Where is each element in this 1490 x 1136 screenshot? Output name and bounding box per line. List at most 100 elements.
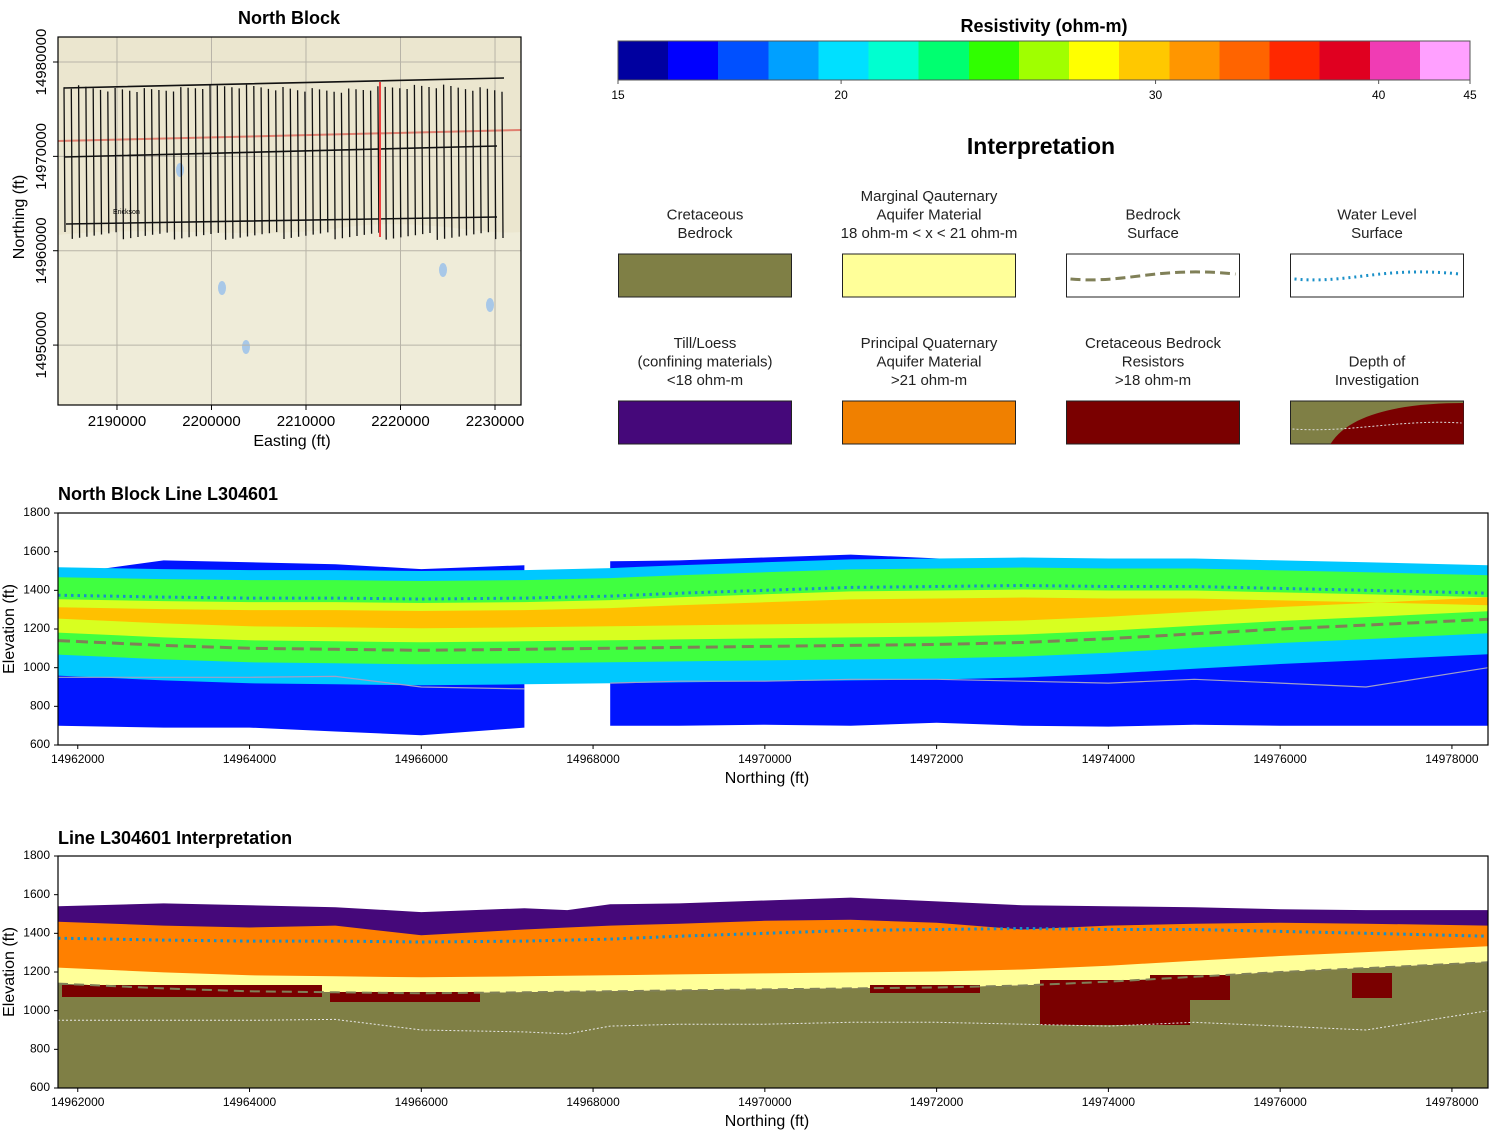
x-tick-label: 14964000 bbox=[223, 752, 277, 766]
colorbar-tick-label: 30 bbox=[1149, 88, 1163, 102]
x-tick-label: 14972000 bbox=[910, 752, 964, 766]
x-tick-label: 14962000 bbox=[51, 752, 105, 766]
colorbar-tick-label: 40 bbox=[1372, 88, 1386, 102]
legend-swatch bbox=[842, 253, 1016, 298]
colorbar-tick-label: 20 bbox=[834, 88, 848, 102]
legend-doi-line bbox=[1292, 421, 1462, 431]
lake bbox=[486, 298, 494, 312]
y-tick-label: 1800 bbox=[23, 505, 50, 519]
legend-swatch bbox=[618, 253, 792, 298]
legend-label: Bedrock bbox=[1125, 206, 1181, 223]
y-tick-label: 1400 bbox=[23, 583, 50, 597]
plot-area: Erickson bbox=[58, 37, 521, 405]
legend-swatch bbox=[618, 400, 792, 445]
bedrock-resistor bbox=[62, 985, 322, 997]
legend-label: (confining materials) bbox=[637, 353, 772, 370]
lake bbox=[218, 281, 226, 295]
x-tick-label: 2210000 bbox=[277, 413, 335, 430]
colorbar bbox=[617, 40, 1471, 81]
x-tick-label: 14964000 bbox=[223, 1095, 277, 1109]
legend-label: Investigation bbox=[1335, 372, 1419, 389]
x-tick-label: 14978000 bbox=[1425, 752, 1479, 766]
y-tick-label: 1000 bbox=[23, 1003, 50, 1017]
legend-line bbox=[1294, 270, 1460, 282]
y-tick-label: 800 bbox=[30, 699, 50, 713]
x-tick-label: 14976000 bbox=[1253, 1095, 1307, 1109]
x-tick-label: 14966000 bbox=[395, 752, 449, 766]
y-tick-label: 1200 bbox=[23, 964, 50, 978]
legend-label: Cretaceous Bedrock bbox=[1085, 335, 1221, 352]
x-tick-label: 14970000 bbox=[738, 752, 792, 766]
lake bbox=[439, 263, 447, 277]
x-tick-label: 14968000 bbox=[566, 1095, 620, 1109]
y-tick-label: 1600 bbox=[23, 887, 50, 901]
legend-label: <18 ohm-m bbox=[667, 372, 743, 389]
depth-of-investigation bbox=[58, 1010, 1488, 1035]
y-tick-label: 1000 bbox=[23, 660, 50, 674]
bedrock-resistor bbox=[870, 985, 980, 993]
legend-label: Marginal Qauternary bbox=[861, 188, 998, 205]
y-tick-label: 800 bbox=[30, 1042, 50, 1056]
plot-area bbox=[58, 513, 1488, 745]
legend-label: Resistors bbox=[1122, 353, 1185, 370]
bedrock-surface bbox=[58, 617, 1488, 652]
y-tick-label: 1800 bbox=[23, 848, 50, 862]
x-tick-label: 14974000 bbox=[1082, 1095, 1136, 1109]
x-tick-label: 14966000 bbox=[395, 1095, 449, 1109]
x-axis-label: Northing (ft) bbox=[725, 1113, 809, 1130]
x-tick-label: 2220000 bbox=[371, 413, 429, 430]
x-tick-label: 2190000 bbox=[88, 413, 146, 430]
map-title: North Block bbox=[238, 8, 341, 28]
flight-lines bbox=[63, 84, 504, 240]
y-tick-label: 1400 bbox=[23, 926, 50, 940]
legend-label: Surface bbox=[1127, 225, 1179, 242]
x-tick-label: 14968000 bbox=[566, 752, 620, 766]
lake bbox=[176, 163, 184, 177]
colorbar-title: Resistivity (ohm-m) bbox=[960, 16, 1127, 36]
bedrock-resistor bbox=[330, 992, 480, 1002]
y-axis-label: Elevation (ft) bbox=[1, 584, 18, 674]
lake bbox=[242, 340, 250, 354]
legend-label: >21 ohm-m bbox=[891, 372, 967, 389]
x-tick-label: 14974000 bbox=[1082, 752, 1136, 766]
legend-label: Aquifer Material bbox=[876, 353, 981, 370]
x-tick-label: 14976000 bbox=[1253, 752, 1307, 766]
legend-label: Principal Quaternary bbox=[861, 335, 998, 352]
legend-label: Surface bbox=[1351, 225, 1403, 242]
x-tick-label: 2230000 bbox=[466, 413, 524, 430]
resistivity-orange bbox=[58, 597, 1488, 629]
section-title: Line L304601 Interpretation bbox=[58, 828, 292, 848]
legend-swatch bbox=[842, 400, 1016, 445]
map-frame bbox=[57, 36, 522, 406]
y-tick-label: 1200 bbox=[23, 621, 50, 635]
y-axis-label: Northing (ft) bbox=[11, 175, 28, 259]
plot-area bbox=[58, 856, 1488, 1088]
y-tick-label: 14970000 bbox=[33, 123, 50, 190]
marginal-aquifer bbox=[58, 946, 1488, 994]
y-tick-label: 14980000 bbox=[33, 29, 50, 96]
legend-label: 18 ohm-m < x < 21 ohm-m bbox=[841, 225, 1018, 242]
legend-label: Till/Loess bbox=[674, 335, 737, 352]
legend-label: Aquifer Material bbox=[876, 206, 981, 223]
water-level bbox=[58, 926, 1488, 944]
bedrock-resistor bbox=[1352, 973, 1392, 998]
x-tick-label: 2200000 bbox=[182, 413, 240, 430]
place-label: Erickson bbox=[113, 209, 140, 216]
x-axis-label: Northing (ft) bbox=[725, 770, 809, 787]
legend-doi bbox=[1330, 403, 1464, 444]
legend-swatch bbox=[1066, 400, 1240, 445]
legend-line bbox=[1070, 270, 1236, 282]
y-axis-label: Elevation (ft) bbox=[1, 927, 18, 1017]
x-tick-label: 14972000 bbox=[910, 1095, 964, 1109]
x-tick-label: 14978000 bbox=[1425, 1095, 1479, 1109]
legend-label: Bedrock bbox=[677, 225, 733, 242]
section-title: North Block Line L304601 bbox=[58, 484, 278, 504]
colorbar-tick-label: 15 bbox=[611, 88, 625, 102]
legend-swatch bbox=[1290, 253, 1464, 298]
colorbar-tick-label: 45 bbox=[1463, 88, 1477, 102]
legend-label: Water Level bbox=[1337, 206, 1416, 223]
legend-title: Interpretation bbox=[967, 133, 1115, 159]
legend-label: Depth of bbox=[1349, 353, 1407, 370]
bedrock-surface bbox=[58, 961, 1488, 995]
